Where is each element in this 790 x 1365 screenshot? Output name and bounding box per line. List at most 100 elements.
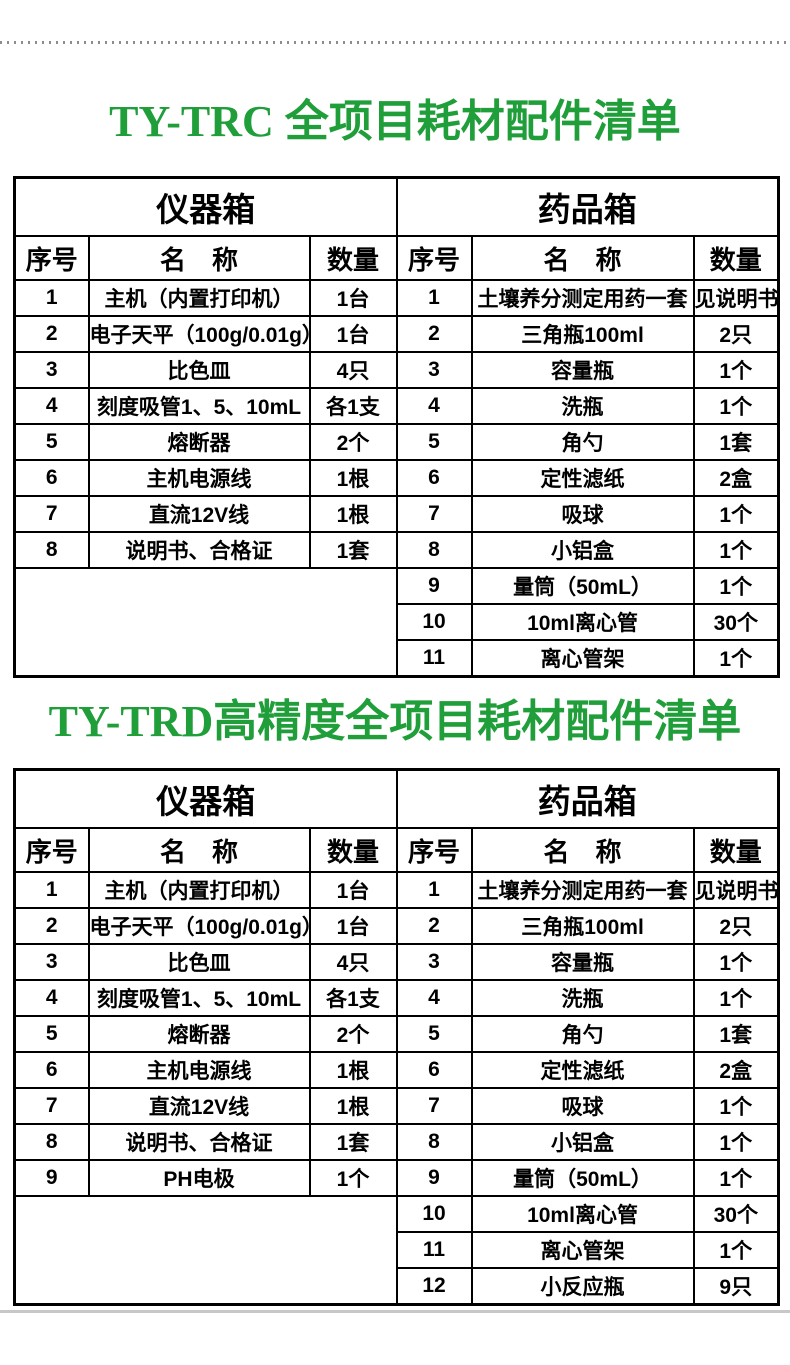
quantity-cell: 9只 [692,1267,780,1306]
quantity-cell: 2个 [308,1015,398,1053]
serial-cell: 4 [13,387,90,425]
quantity-header: 数量 [308,827,398,873]
serial-cell: 11 [395,1231,473,1269]
medicine-box-header: 药品箱 [395,176,780,237]
table-row: 2 电子天平（100g/0.01g） 1台 2 三角瓶100ml 2只 [13,315,780,353]
serial-cell: 4 [13,979,90,1017]
item-name-cell: 吸球 [470,1087,695,1125]
name-header: 名 称 [87,827,311,873]
item-name-cell: 小铝盒 [470,531,695,569]
quantity-cell: 1根 [308,1051,398,1089]
quantity-cell: 1个 [692,639,780,678]
quantity-cell: 1个 [308,1159,398,1197]
item-name-cell: 小反应瓶 [470,1267,695,1306]
item-name-cell: 10ml离心管 [470,1195,695,1233]
serial-cell: 7 [13,495,90,533]
quantity-cell: 2个 [308,423,398,461]
serial-cell: 6 [395,1051,473,1089]
item-name-cell: 三角瓶100ml [470,315,695,353]
name-header: 名 称 [87,235,311,281]
serial-cell: 10 [395,1195,473,1233]
quantity-cell: 1套 [692,423,780,461]
empty-merged-cell [13,1195,398,1306]
item-name-cell: 熔断器 [87,1015,311,1053]
quantity-cell: 1台 [308,871,398,909]
section-title-trc: TY-TRC 全项目耗材配件清单 [109,97,681,146]
serial-cell: 7 [395,495,473,533]
empty-merged-cell [13,567,398,678]
serial-cell: 1 [395,279,473,317]
table-row: 5 熔断器 2个 5 角勺 1套 [13,423,780,461]
serial-cell: 6 [13,459,90,497]
table-row: 仪器箱 药品箱 [13,176,780,237]
item-name-cell: 离心管架 [470,639,695,678]
trc-parts-table: 仪器箱 药品箱 序号 名 称 数量 序号 名 称 数量 1 主机（内置打印机） … [13,176,781,678]
table-header-row: 序号 名 称 数量 序号 名 称 数量 [13,827,780,873]
table-row: 12 小反应瓶 9只 [15,1267,780,1306]
serial-cell: 9 [13,1159,90,1197]
serial-cell: 3 [395,351,473,389]
quantity-cell: 1台 [308,907,398,945]
quantity-cell: 1套 [308,1123,398,1161]
table-row: 9 PH电极 1个 9 量筒（50mL） 1个 [13,1159,780,1197]
serial-cell: 9 [395,567,473,605]
table-row: 7 直流12V线 1根 7 吸球 1个 [13,1087,780,1125]
item-name-cell: 量筒（50mL） [470,567,695,605]
serial-cell: 3 [13,351,90,389]
item-name-cell: 吸球 [470,495,695,533]
table-row: 4 刻度吸管1、5、10mL 各1支 4 洗瓶 1个 [13,979,780,1017]
item-name-cell: 土壤养分测定用药一套 [470,279,695,317]
item-name-cell: 洗瓶 [470,979,695,1017]
section-title-trd: TY-TRD高精度全项目耗材配件清单 [48,697,742,746]
medicine-box-header: 药品箱 [395,768,780,829]
quantity-header: 数量 [692,827,780,873]
item-name-cell: 说明书、合格证 [87,1123,311,1161]
quantity-cell: 1个 [692,351,780,389]
quantity-cell: 1个 [692,1231,780,1269]
table-header-row: 序号 名 称 数量 序号 名 称 数量 [13,235,780,281]
quantity-cell: 1根 [308,1087,398,1125]
item-name-cell: 容量瓶 [470,351,695,389]
item-name-cell: 主机电源线 [87,459,311,497]
serial-cell: 8 [13,531,90,569]
item-name-cell: 离心管架 [470,1231,695,1269]
table-row: 10 10ml离心管 30个 [15,603,780,641]
serial-header: 序号 [395,827,473,873]
table-row: 4 刻度吸管1、5、10mL 各1支 4 洗瓶 1个 [13,387,780,425]
item-name-cell: 三角瓶100ml [470,907,695,945]
serial-header: 序号 [13,235,90,281]
quantity-cell: 1个 [692,531,780,569]
serial-cell: 5 [13,423,90,461]
table-row: 11 离心管架 1个 [15,639,780,678]
quantity-cell: 2只 [692,907,780,945]
serial-cell: 6 [13,1051,90,1089]
serial-cell: 4 [395,979,473,1017]
serial-cell: 2 [13,315,90,353]
table-row: 6 主机电源线 1根 6 定性滤纸 2盒 [13,1051,780,1089]
serial-cell: 9 [395,1159,473,1197]
quantity-cell: 见说明书 [692,279,780,317]
item-name-cell: 量筒（50mL） [470,1159,695,1197]
serial-cell: 5 [13,1015,90,1053]
table-row: 1 主机（内置打印机） 1台 1 土壤养分测定用药一套 见说明书 [13,279,780,317]
top-dotted-divider [0,41,790,44]
table-row: 7 直流12V线 1根 7 吸球 1个 [13,495,780,533]
table-row: 6 主机电源线 1根 6 定性滤纸 2盒 [13,459,780,497]
quantity-cell: 1个 [692,943,780,981]
quantity-cell: 2盒 [692,1051,780,1089]
item-name-cell: 容量瓶 [470,943,695,981]
instrument-box-header: 仪器箱 [13,176,398,237]
serial-cell: 4 [395,387,473,425]
table-row: 5 熔断器 2个 5 角勺 1套 [13,1015,780,1053]
item-name-cell: 土壤养分测定用药一套 [470,871,695,909]
table-row: 9 量筒（50mL） 1个 [13,567,780,678]
quantity-cell: 1套 [692,1015,780,1053]
quantity-cell: 1个 [692,1123,780,1161]
quantity-cell: 1个 [692,387,780,425]
name-header: 名 称 [470,827,695,873]
quantity-cell: 1个 [692,979,780,1017]
quantity-cell: 各1支 [308,387,398,425]
serial-cell: 2 [395,315,473,353]
instrument-box-header: 仪器箱 [13,768,398,829]
item-name-cell: 角勺 [470,423,695,461]
